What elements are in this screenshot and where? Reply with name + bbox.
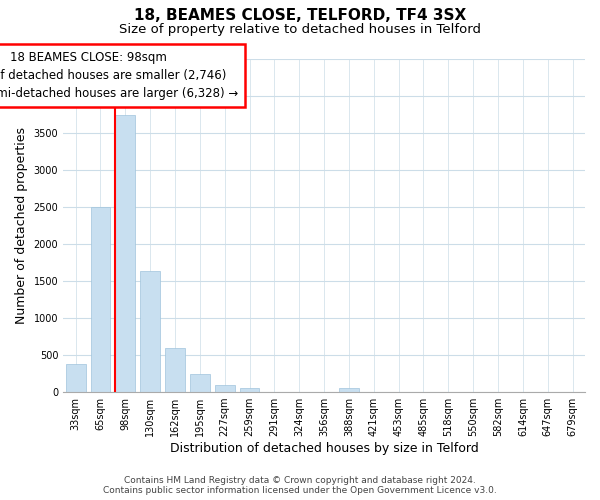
- Bar: [215, 385, 235, 392]
- Bar: [65, 364, 86, 392]
- Bar: [115, 114, 135, 392]
- X-axis label: Distribution of detached houses by size in Telford: Distribution of detached houses by size …: [170, 442, 478, 455]
- Y-axis label: Number of detached properties: Number of detached properties: [15, 127, 28, 324]
- Bar: [91, 207, 110, 392]
- Text: 18, BEAMES CLOSE, TELFORD, TF4 3SX: 18, BEAMES CLOSE, TELFORD, TF4 3SX: [134, 8, 466, 22]
- Text: Contains HM Land Registry data © Crown copyright and database right 2024.
Contai: Contains HM Land Registry data © Crown c…: [103, 476, 497, 495]
- Bar: [190, 374, 210, 392]
- Bar: [339, 388, 359, 392]
- Text: 18 BEAMES CLOSE: 98sqm
← 30% of detached houses are smaller (2,746)
69% of semi-: 18 BEAMES CLOSE: 98sqm ← 30% of detached…: [0, 51, 238, 100]
- Text: Size of property relative to detached houses in Telford: Size of property relative to detached ho…: [119, 22, 481, 36]
- Bar: [165, 348, 185, 392]
- Bar: [239, 388, 259, 392]
- Bar: [140, 270, 160, 392]
